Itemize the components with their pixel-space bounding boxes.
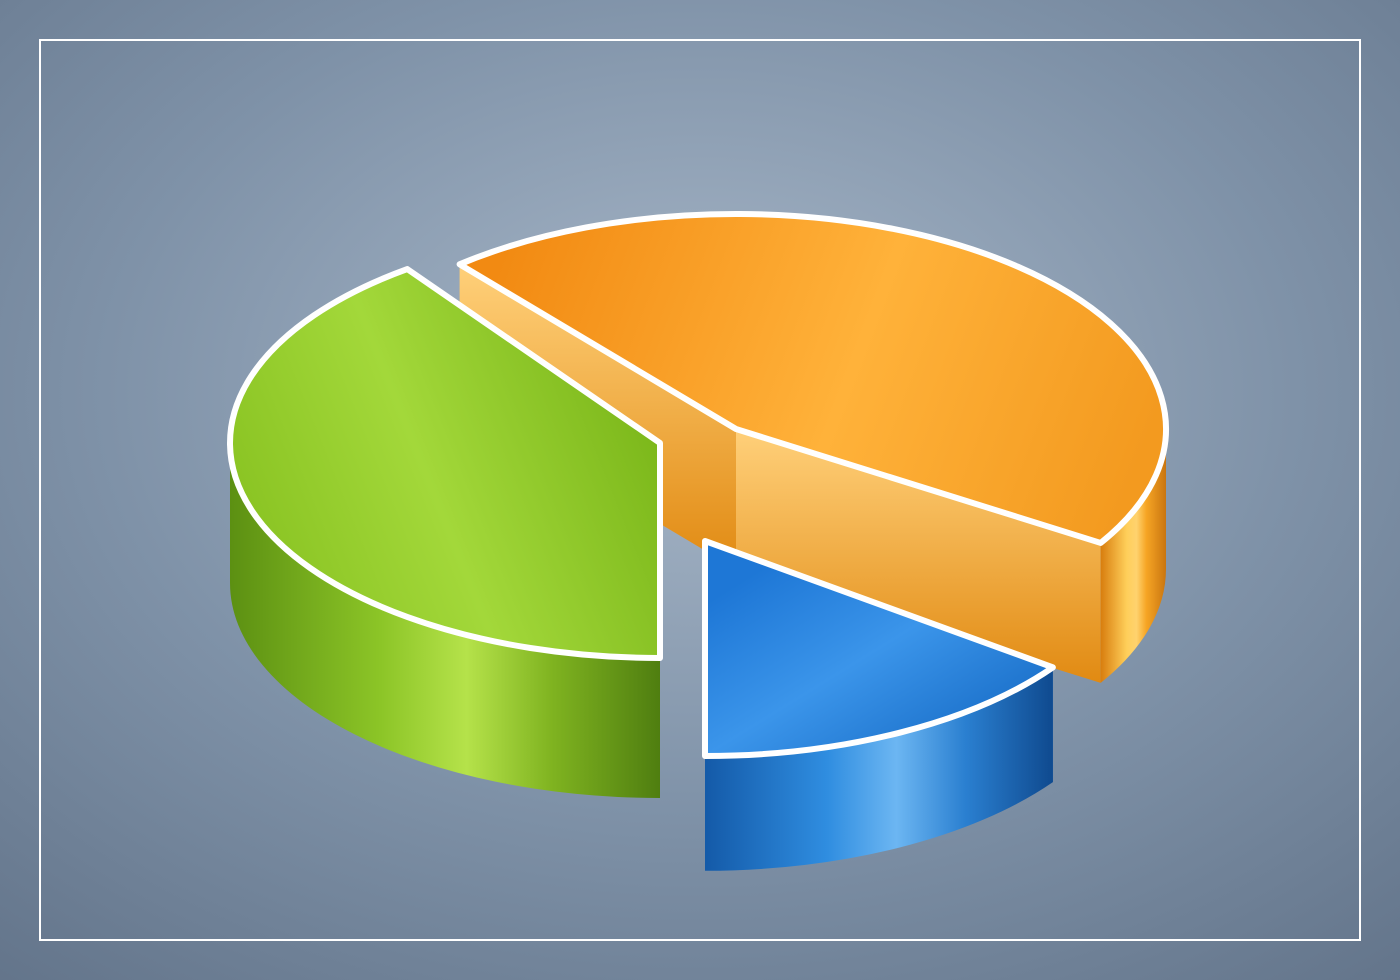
chart-stage [0, 0, 1400, 980]
pie-chart-3d [0, 0, 1400, 980]
